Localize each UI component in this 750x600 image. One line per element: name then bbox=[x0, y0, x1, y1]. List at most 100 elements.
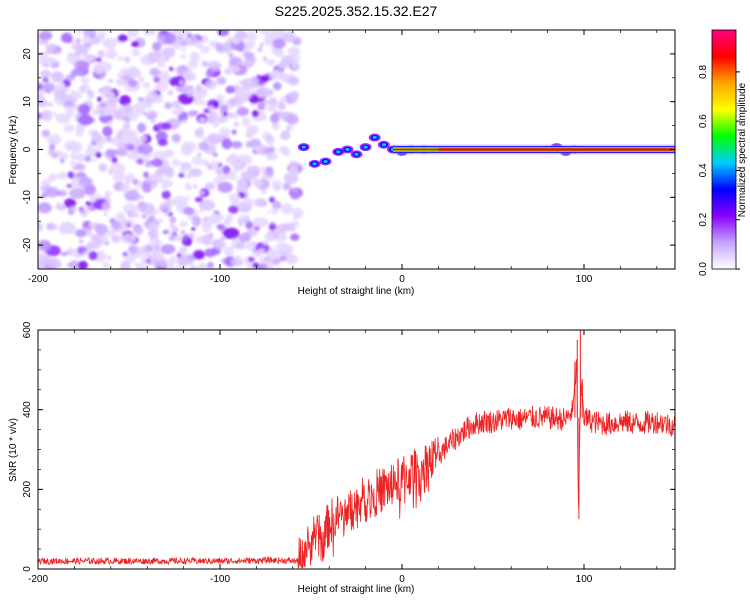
noise-blob bbox=[262, 99, 269, 105]
snr-x-ticks: -200 -100 0 100 bbox=[28, 330, 658, 585]
noise-blob bbox=[84, 184, 97, 196]
spectrogram-signal-layer bbox=[297, 133, 675, 168]
noise-blob bbox=[187, 110, 196, 117]
noise-blob bbox=[277, 111, 288, 119]
noise-blob bbox=[207, 105, 215, 112]
noise-blob bbox=[223, 116, 229, 122]
x-tick-label: -200 bbox=[28, 574, 48, 585]
noise-blob bbox=[77, 103, 91, 115]
noise-blob bbox=[264, 30, 277, 39]
noise-blob bbox=[76, 30, 82, 36]
noise-blob bbox=[257, 47, 263, 52]
noise-blob bbox=[55, 50, 60, 55]
noise-blob bbox=[218, 127, 231, 137]
noise-blob bbox=[291, 60, 300, 70]
noise-blob bbox=[181, 230, 185, 235]
noise-blob bbox=[122, 122, 131, 129]
noise-blob bbox=[161, 122, 172, 130]
noise-blob bbox=[154, 244, 160, 250]
noise-blob bbox=[105, 148, 116, 158]
noise-blob bbox=[80, 48, 89, 56]
noise-blob bbox=[162, 32, 177, 44]
snr-panel: -200 -100 0 100 0 200 400 600 Height of straig… bbox=[8, 321, 676, 595]
noise-blob bbox=[207, 261, 214, 269]
noise-blob bbox=[278, 61, 287, 70]
noise-blob bbox=[263, 201, 267, 206]
colorbar-tick-label: 0.2 bbox=[698, 212, 709, 226]
noise-blob bbox=[249, 138, 262, 149]
noise-blob bbox=[178, 160, 183, 165]
noise-blob bbox=[240, 214, 246, 221]
noise-blob bbox=[68, 260, 80, 269]
noise-blob bbox=[279, 256, 287, 262]
noise-blob bbox=[75, 155, 80, 160]
y-tick-label: 200 bbox=[22, 481, 33, 498]
noise-blob bbox=[101, 90, 115, 100]
noise-blob bbox=[185, 182, 190, 188]
noise-blob bbox=[221, 138, 233, 150]
noise-blob bbox=[124, 253, 136, 264]
noise-blob bbox=[212, 152, 218, 157]
noise-blob bbox=[39, 204, 49, 214]
noise-blob bbox=[211, 146, 216, 150]
noise-blob bbox=[171, 231, 178, 237]
spectrogram-noise-layer bbox=[38, 30, 304, 269]
noise-blob bbox=[176, 252, 182, 258]
noise-blob bbox=[98, 163, 108, 172]
noise-blob bbox=[279, 133, 285, 139]
noise-blob bbox=[116, 148, 128, 157]
noise-blob bbox=[228, 52, 234, 58]
noise-blob bbox=[219, 104, 228, 113]
noise-blob bbox=[199, 34, 209, 44]
spectrogram-x-axis-label: Height of straight line (km) bbox=[298, 286, 415, 297]
noise-blob bbox=[213, 101, 220, 108]
noise-blob bbox=[76, 153, 86, 163]
noise-blob bbox=[169, 216, 177, 224]
noise-blob bbox=[251, 110, 260, 118]
noise-blob bbox=[142, 252, 152, 258]
colorbar-ticks: 0.0 0.2 0.4 0.6 0.8 bbox=[698, 64, 740, 276]
noise-blob bbox=[57, 204, 67, 211]
noise-blob bbox=[143, 30, 153, 37]
x-tick-label: -200 bbox=[28, 274, 48, 285]
noise-blob bbox=[282, 182, 292, 191]
noise-blob bbox=[54, 89, 66, 99]
noise-blob bbox=[105, 136, 112, 143]
noise-blob bbox=[225, 156, 238, 165]
noise-blob bbox=[222, 111, 228, 117]
noise-blob bbox=[45, 43, 58, 52]
noise-blob bbox=[145, 180, 151, 185]
noise-blob bbox=[172, 226, 179, 233]
noise-blob bbox=[213, 123, 219, 127]
noise-blob bbox=[292, 187, 299, 193]
noise-blob bbox=[266, 264, 274, 269]
noise-blob bbox=[238, 224, 243, 228]
noise-blob bbox=[184, 35, 199, 46]
noise-blob bbox=[38, 239, 52, 251]
noise-blob bbox=[242, 170, 257, 181]
noise-blob bbox=[160, 244, 176, 255]
noise-blob bbox=[106, 203, 111, 207]
noise-blob bbox=[270, 113, 280, 124]
noise-blob bbox=[107, 120, 113, 126]
noise-blob bbox=[123, 104, 133, 114]
noise-blob bbox=[93, 65, 104, 75]
noise-blob bbox=[199, 117, 206, 123]
noise-blob bbox=[87, 143, 94, 150]
noise-blob bbox=[66, 183, 73, 189]
noise-blob bbox=[174, 75, 186, 87]
noise-blob bbox=[160, 179, 174, 188]
noise-blob bbox=[168, 258, 177, 266]
noise-blob bbox=[223, 246, 234, 257]
noise-blob bbox=[164, 73, 168, 77]
noise-blob bbox=[111, 156, 118, 164]
noise-blob bbox=[149, 67, 160, 77]
noise-blob bbox=[205, 69, 214, 78]
x-tick-label: -100 bbox=[210, 574, 230, 585]
noise-blob bbox=[181, 119, 187, 125]
noise-blob bbox=[117, 34, 129, 42]
noise-blob bbox=[123, 143, 130, 148]
noise-blob bbox=[159, 206, 165, 212]
noise-blob bbox=[157, 62, 163, 68]
noise-blob bbox=[181, 141, 197, 153]
